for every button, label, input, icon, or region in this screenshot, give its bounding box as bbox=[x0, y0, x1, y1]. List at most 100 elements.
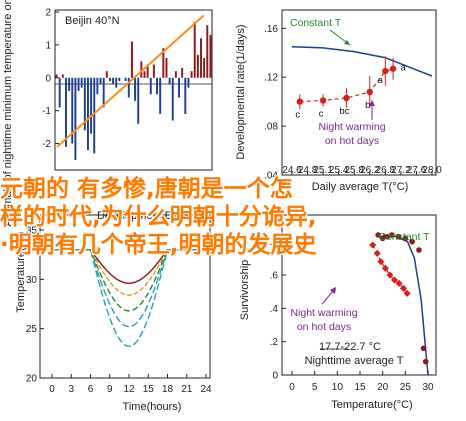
panel1-bar bbox=[140, 61, 143, 78]
panel3-xtick-label: 21 bbox=[181, 384, 193, 395]
panel1-bar bbox=[96, 77, 99, 95]
panel1-bar bbox=[77, 77, 80, 91]
panel1-bar bbox=[61, 74, 64, 78]
panel1-bar bbox=[196, 54, 199, 78]
panel2-point bbox=[382, 67, 389, 75]
panel1-bar bbox=[130, 41, 133, 78]
panel1-bar bbox=[137, 77, 140, 124]
panel2-points: c c bc b a a bbox=[295, 56, 406, 121]
panel3-xtick-label: 24 bbox=[200, 384, 212, 395]
panel1-bar bbox=[200, 38, 202, 78]
panel2-ytick-label: .08 bbox=[264, 122, 278, 133]
panel2-point bbox=[343, 94, 350, 102]
panel4-warming-arrowhead bbox=[330, 287, 336, 294]
panel2-ytick-label: .16 bbox=[264, 24, 278, 35]
panel1-bar bbox=[181, 67, 184, 78]
panel3-temp-curve bbox=[52, 248, 206, 348]
panel4-ytick-label: .6 bbox=[270, 271, 279, 282]
panel1-bar bbox=[127, 77, 130, 98]
panel4-constant-point bbox=[422, 358, 429, 365]
panel2-constant-t-label: Constant T bbox=[290, 17, 342, 29]
panel2-letter: a bbox=[400, 63, 406, 74]
panel1-ylabel-text: Anomaly of nighttime minimum temperature… bbox=[2, 0, 14, 226]
panel1-bar bbox=[174, 71, 177, 78]
panel2-xtick-label: 28.0 bbox=[422, 165, 442, 176]
panel1-bar bbox=[87, 77, 89, 151]
panel3-curves bbox=[52, 248, 206, 348]
panel4-xtick-label: 10 bbox=[332, 382, 344, 393]
panel4-constant-point bbox=[379, 235, 386, 242]
panel4-ytick-label: 0 bbox=[272, 371, 278, 382]
panel4-night-avg-label: Nighttime average T bbox=[305, 355, 404, 367]
panel1-bar bbox=[108, 77, 111, 82]
panel-beijing-anomaly-bars: -2 -1 0 1 2 Beijin 40°N Anomaly of nighttime… bbox=[2, 0, 213, 226]
panel4-warming-point bbox=[381, 264, 389, 272]
panel3-ytick-label: 30 bbox=[26, 275, 38, 286]
panel4-xtick-label: 0 bbox=[289, 382, 295, 393]
panel4-warming-arrow bbox=[321, 289, 335, 305]
panel1-bar bbox=[149, 77, 152, 95]
panel3-xtick-label: 15 bbox=[143, 384, 155, 395]
panel1-bar bbox=[74, 77, 77, 160]
panel3-ytick-label: 20 bbox=[26, 374, 38, 385]
panel1-bar bbox=[112, 77, 115, 85]
panel1-bar bbox=[146, 64, 149, 78]
panel2-ytick-label: .12 bbox=[264, 73, 278, 84]
panel1-ytick-label: 1 bbox=[45, 40, 51, 51]
panel2-letter: a bbox=[378, 75, 384, 86]
panel4-warming-point bbox=[377, 258, 385, 266]
panel4-warming-point bbox=[390, 276, 398, 284]
panel2-xtick-label: 25.4 bbox=[329, 165, 349, 176]
panel1-ylabel: Anomaly of nighttime minimum temperature… bbox=[2, 0, 14, 226]
panel1-title: Beijin 40°N bbox=[65, 15, 120, 27]
panel2-xtick-label: 25.1 bbox=[313, 165, 333, 176]
panel4-constant-point bbox=[395, 233, 402, 240]
panel3-design-label: Development Design bbox=[97, 210, 199, 222]
panel1-y-ticks: -2 -1 0 1 2 bbox=[42, 8, 59, 150]
panel-developmental-rate: c c bc b a a .04 .08 .12 .16 24.624.825.125.425.… bbox=[235, 9, 442, 193]
panel4-ytick-label: .8 bbox=[270, 237, 279, 248]
panel4-frame bbox=[281, 214, 437, 376]
panel4-xtick-label: 30 bbox=[422, 382, 434, 393]
panel1-frame bbox=[54, 9, 213, 171]
panel1-bar bbox=[118, 77, 121, 82]
panel2-point bbox=[389, 65, 397, 72]
panel4-constant-point bbox=[416, 247, 422, 253]
panel4-xlabel: Temperature(°C) bbox=[331, 399, 412, 411]
panel1-ytick-label: 0 bbox=[45, 73, 51, 84]
panel1-ytick-label: -2 bbox=[42, 139, 51, 150]
panel2-constant-t-line bbox=[291, 45, 433, 77]
panel2-letter: b bbox=[365, 100, 370, 111]
panel2-xtick-label: 25.8 bbox=[344, 165, 364, 176]
panel1-bar bbox=[152, 64, 155, 78]
panel1-bar bbox=[99, 77, 102, 85]
panel3-x-ticks: 0 3 6 9 12 15 18 21 24 bbox=[49, 374, 212, 395]
panel1-bar bbox=[93, 77, 96, 154]
panel2-xtick-label: 26.2 bbox=[360, 165, 380, 176]
panel4-xtick-label: 5 bbox=[312, 382, 318, 393]
panel4-constant-point bbox=[388, 232, 395, 238]
panel-survivorship: 0 .2 .4 .6 .8 0 5 10 15 20 25 30 Constant T Night … bbox=[239, 214, 437, 411]
panel2-point bbox=[296, 98, 303, 105]
panel4-x-ticks: 0 5 10 15 20 25 30 bbox=[289, 371, 434, 393]
panel4-points bbox=[369, 232, 429, 365]
panel3-ytick-label: 35 bbox=[26, 226, 38, 237]
panel4-ytick-label: .2 bbox=[270, 337, 279, 348]
panel4-ytick-label: .4 bbox=[270, 304, 279, 315]
panel4-warming-point bbox=[395, 279, 403, 287]
panel4-y-ticks: 0 .2 .4 .6 .8 bbox=[270, 237, 286, 382]
panel4-xtick-label: 15 bbox=[354, 382, 366, 393]
panel4-warming-point bbox=[399, 284, 408, 292]
panel1-bar bbox=[71, 77, 74, 144]
panel3-xtick-label: 18 bbox=[162, 384, 174, 395]
panel1-bar bbox=[134, 77, 137, 101]
caption-line-3: ·明朝有几个帝王,明朝的发展史 bbox=[0, 232, 317, 258]
panel2-letter: bc bbox=[339, 106, 349, 117]
panel1-bar bbox=[209, 35, 212, 78]
panel2-xtick-label: 27.2 bbox=[391, 165, 411, 176]
panel2-point bbox=[366, 88, 373, 96]
panel1-bar bbox=[90, 77, 93, 134]
panel1-bar bbox=[178, 77, 180, 98]
panel3-y-ticks: 20 25 30 35 bbox=[26, 226, 44, 385]
